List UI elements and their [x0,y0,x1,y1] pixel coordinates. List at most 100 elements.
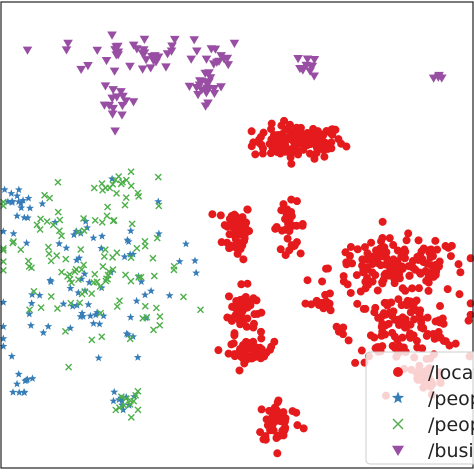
point-x [80,214,88,222]
point-x [36,226,44,233]
point-triangle_down [167,42,177,51]
point-circle [322,140,331,149]
point-star [77,274,86,283]
point-circle [436,302,445,311]
point-circle [299,145,308,154]
point-circle [385,271,394,280]
point-x [74,228,82,236]
point-star [119,405,128,414]
point-circle [279,200,288,209]
point-x [155,202,163,210]
point-x [55,227,63,235]
point-circle [361,266,370,275]
point-circle [451,339,460,348]
point-star [126,313,135,321]
point-circle [267,119,276,128]
point-circle [268,143,277,152]
point-circle [287,195,296,204]
point-circle [341,248,350,257]
point-circle [466,254,474,263]
point-x [141,302,149,310]
point-circle [280,426,289,435]
point-x [132,391,140,399]
point-circle [406,333,415,342]
point-x [150,272,158,280]
point-x [54,178,62,186]
point-circle [412,296,421,305]
point-circle [374,313,383,322]
point-star [191,256,199,265]
point-x [141,237,149,245]
point-circle [370,308,379,317]
point-x [56,216,64,224]
point-circle [289,242,298,251]
point-triangle_down [222,54,233,63]
point-x [78,266,86,274]
point-x [96,283,104,291]
point-triangle_down [125,62,135,71]
point-x [133,244,141,252]
point-circle [273,449,282,458]
point-star [165,291,174,299]
point-circle [281,251,290,260]
point-star [24,194,33,202]
point-x [88,290,96,298]
point-x [90,184,98,192]
point-x [58,268,66,276]
point-star [74,288,83,297]
point-circle [251,150,260,159]
point-circle [445,341,454,350]
point-circle [424,278,433,287]
point-star [72,256,81,264]
point-x [156,321,164,329]
point-circle [432,267,441,276]
point-circle [402,236,411,245]
point-x [91,216,99,224]
point-x [150,326,158,334]
point-circle [303,128,312,137]
point-x [91,270,99,278]
point-x [126,335,134,343]
point-x [49,221,57,229]
point-x [122,194,130,202]
point-circle [255,135,264,144]
point-circle [414,236,423,245]
point-x [37,304,45,312]
point-triangle_down [305,67,315,76]
legend-marker-circle [393,367,403,377]
point-circle [346,242,355,251]
point-circle [378,279,387,288]
point-star [21,376,30,385]
point-x [127,397,135,405]
point-circle [283,234,292,243]
point-circle [424,286,433,295]
point-x [90,278,98,286]
point-circle [243,205,252,214]
point-x [62,255,70,263]
point-circle [236,314,245,323]
point-star [16,199,25,207]
point-x [44,243,52,251]
point-triangle_down [196,86,207,95]
point-x [41,191,49,199]
point-x [127,277,135,285]
point-circle [247,127,256,136]
point-x [113,249,121,257]
point-star [95,320,104,328]
point-circle [292,408,301,417]
point-circle [426,253,435,262]
point-circle [394,272,403,281]
point-circle [307,300,316,309]
point-x [46,194,54,202]
point-circle [318,277,327,286]
point-x [113,302,121,310]
point-circle [464,316,473,325]
point-x [109,180,117,188]
point-x [61,327,69,335]
point-circle [220,221,229,230]
point-circle [363,255,372,264]
point-triangle_down [169,35,180,45]
point-circle [257,308,266,317]
